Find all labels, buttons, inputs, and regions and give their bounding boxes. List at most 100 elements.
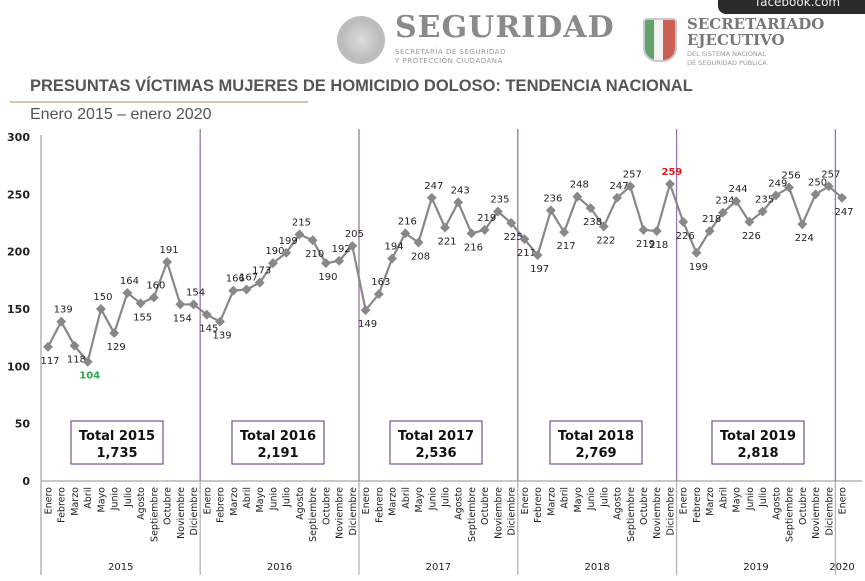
chart-title: PRESUNTAS VÍCTIMAS MUJERES DE HOMICIDIO … [30,77,693,95]
data-point [95,304,106,314]
y-tick-label: 200 [7,246,30,259]
data-label: 257 [623,169,642,180]
seguridad-sub-line1: SECRETARÍA DE SEGURIDAD [395,48,506,56]
data-point [691,247,702,258]
total-box [711,420,805,465]
x-tick-label: Octubre [639,487,650,525]
total-box [549,420,643,465]
data-point [215,316,225,327]
total-box-label: Total 2016 [240,429,316,444]
data-point [678,216,689,227]
data-label: 210 [305,249,324,260]
secretariado-title-line2: EJECUTIVO [687,31,785,49]
data-label: 199 [689,262,708,273]
data-point [360,305,371,316]
x-tick-label: Noviembre [652,487,663,539]
x-tick-label: Febrero [216,487,227,523]
data-point [387,253,398,264]
x-tick-label: Marzo [388,487,399,516]
data-label: 216 [398,216,417,227]
x-tick-label: Junio [745,487,756,511]
secretariado-sub-line2: DE SEGURIDAD PÚBLICA [687,59,767,67]
total-box-value: 2,536 [415,446,456,461]
data-label: 104 [79,371,100,382]
data-point [254,277,265,288]
year-label: 2019 [743,562,768,573]
data-label: 190 [265,246,284,257]
data-point [717,207,728,218]
x-tick-label: Mayo [96,487,107,513]
x-tick-label: Septiembre [626,487,637,542]
data-label: 154 [186,287,205,298]
seguridad-logo-subtitle: SECRETARÍA DE SEGURIDAD Y PROTECCIÓN CIU… [395,48,506,66]
x-tick-label: Noviembre [176,487,187,539]
x-tick-label: Noviembre [811,487,822,539]
data-point [545,205,556,216]
data-point [506,218,517,228]
data-label: 257 [821,169,840,180]
data-point [56,316,67,327]
data-label: 247 [834,207,853,218]
data-label: 211 [517,248,536,259]
total-box-value: 1,735 [96,446,137,461]
data-point [479,224,490,235]
y-tick-label: 0 [22,475,30,488]
data-point [532,250,543,261]
x-tick-label: Mayo [255,487,266,513]
data-point [572,191,583,202]
data-label: 164 [120,276,139,287]
data-point [638,224,649,235]
x-tick-label: Junio [268,487,279,511]
x-tick-label: Octubre [163,487,174,525]
data-point [757,206,768,217]
seguridad-sub-line2: Y PROTECCIÓN CIUDADANA [395,57,503,65]
x-tick-label: Febrero [374,487,385,523]
x-tick-label: Abril [83,487,94,509]
data-point [347,240,358,251]
x-tick-label: Junio [110,487,121,511]
header-logos: SEGURIDAD SECRETARÍA DE SEGURIDAD Y PROT… [335,10,825,74]
x-tick-label: Febrero [57,487,68,523]
data-label: 145 [199,324,218,335]
data-label: 236 [543,193,562,204]
data-label: 173 [252,266,271,277]
x-tick-label: Agosto [613,487,624,520]
data-point [837,192,847,203]
data-label: 219 [477,213,496,224]
data-label: 225 [504,232,523,243]
x-tick-label: Septiembre [785,487,796,542]
x-tick-label: Agosto [136,487,147,520]
x-tick-label: Abril [401,487,412,509]
data-label: 249 [768,178,787,189]
x-tick-label: Diciembre [507,487,518,536]
data-point [651,226,662,236]
data-label: 163 [371,277,390,288]
x-tick-label: Septiembre [467,487,478,542]
y-tick-label: 250 [7,188,30,201]
data-point [294,229,305,240]
data-point [453,197,464,208]
data-point [823,181,834,192]
mexico-seal-icon [337,16,385,64]
x-tick-label: Mayo [414,487,425,513]
data-label: 197 [530,264,549,275]
x-tick-label: Marzo [546,487,557,516]
data-label: 243 [451,185,470,196]
data-label: 238 [583,217,602,228]
url-toast[interactable]: facebook.com [718,0,865,14]
x-tick-label: Noviembre [493,487,504,539]
data-label: 250 [808,177,827,188]
data-point [373,289,384,300]
total-box [389,420,483,465]
data-label: 216 [464,242,483,253]
x-tick-label: Abril [718,487,729,509]
data-point [744,216,755,227]
data-point [268,258,278,269]
data-point [426,192,437,203]
year-label: 2017 [426,562,451,573]
data-label: 139 [212,331,231,342]
x-tick-label: Agosto [454,487,465,520]
data-point [43,341,53,352]
data-label: 160 [146,281,165,292]
